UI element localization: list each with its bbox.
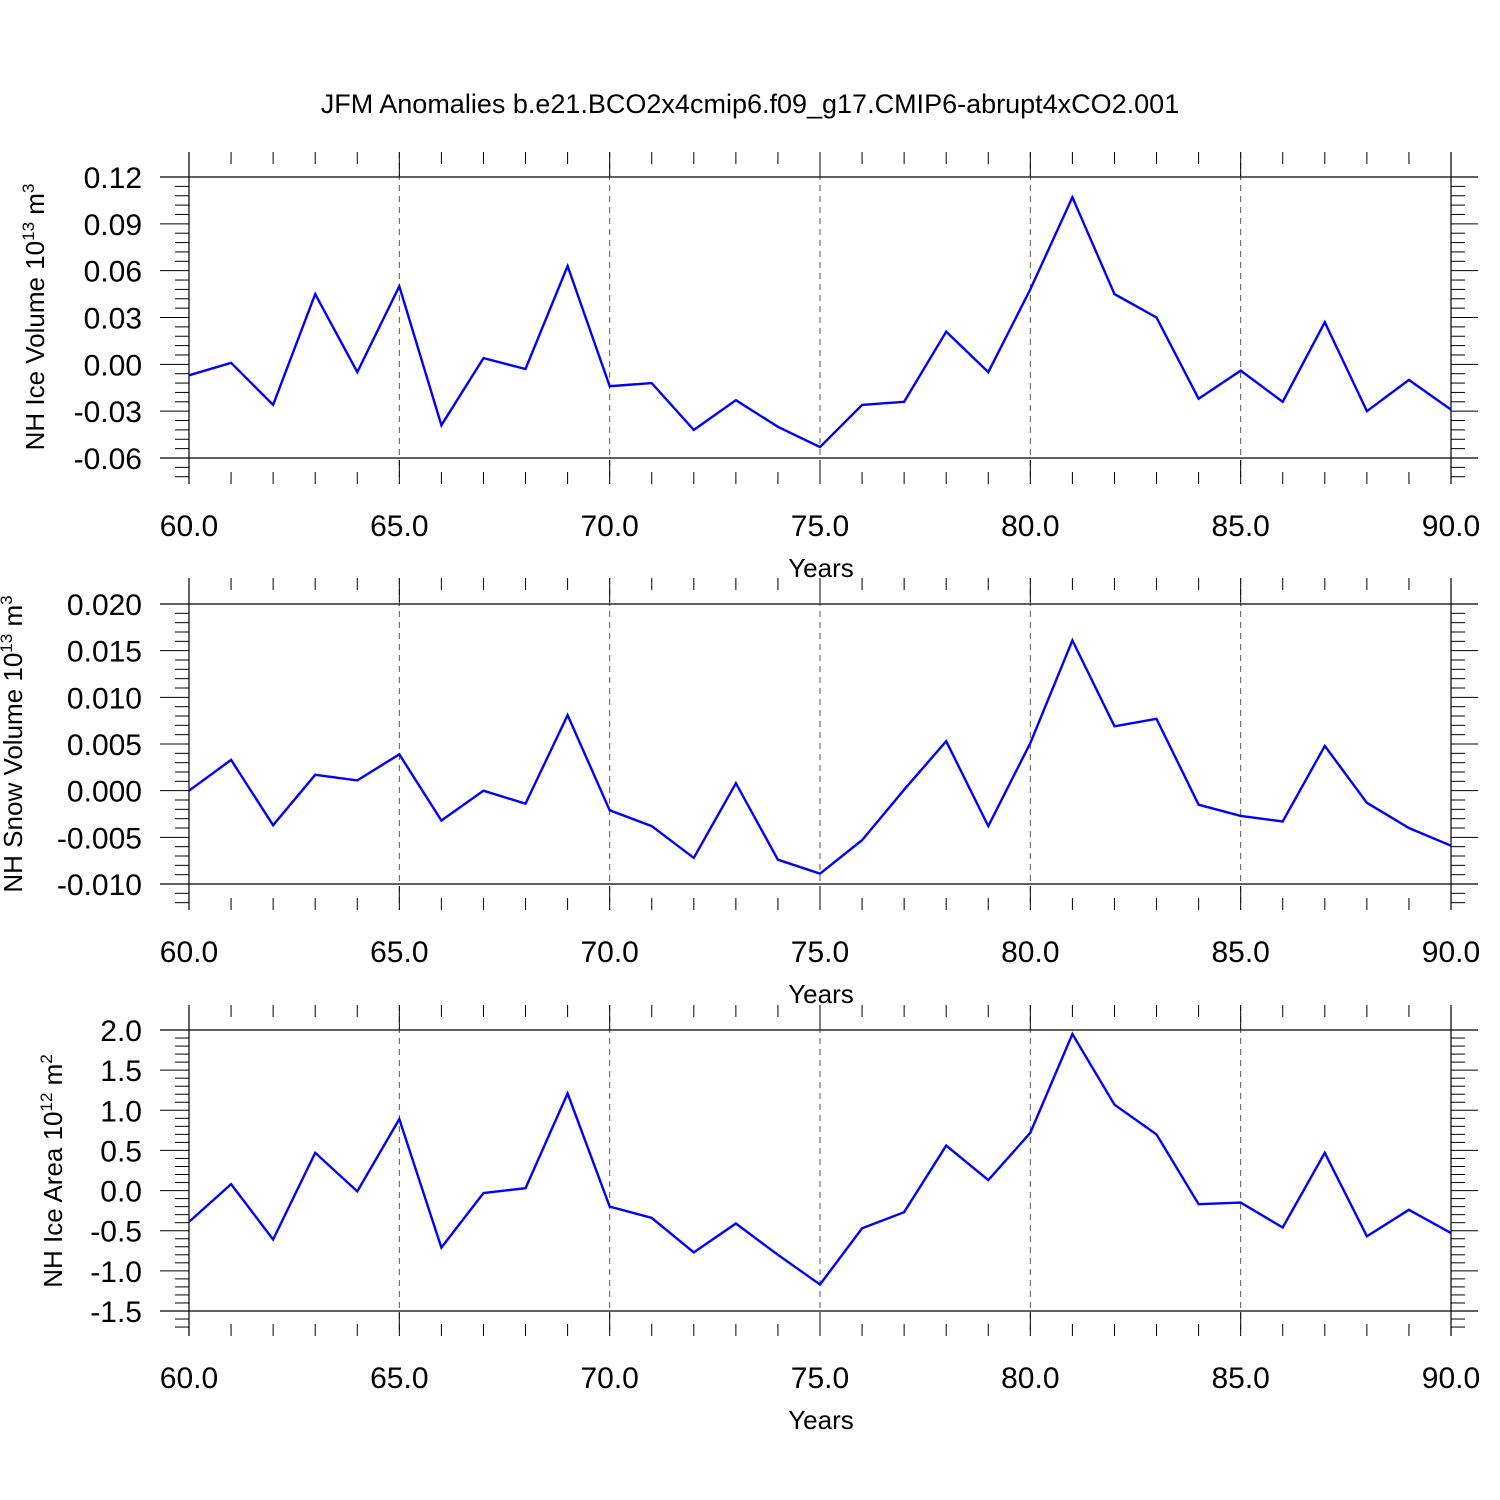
x-tick-label: 90.0 xyxy=(1422,510,1480,543)
x-axis-title: Years xyxy=(788,979,854,1009)
y-tick-label: -0.005 xyxy=(57,822,142,855)
y-tick-label: -1.5 xyxy=(90,1296,142,1329)
y-tick-label: 0.010 xyxy=(67,682,142,715)
x-tick-label: 90.0 xyxy=(1422,1362,1480,1395)
x-tick-label: 70.0 xyxy=(580,1362,638,1395)
y-tick-label: -0.010 xyxy=(57,869,142,902)
panels: 60.0 65.0 70.0 75.0 80.0 85.0 90.0 -0.06 -0.03 0.… xyxy=(0,152,1480,1435)
chart-panel-3: 60.0 65.0 70.0 75.0 80.0 85.0 90.0 -1.5 -1.0 -0.5… xyxy=(37,1005,1480,1435)
x-tick-label: 80.0 xyxy=(1001,510,1059,543)
y-tick-label: -1.0 xyxy=(90,1256,142,1289)
y-tick-label: 0.09 xyxy=(84,209,142,242)
y-tick-label: 0.12 xyxy=(84,162,142,195)
x-tick-label: 65.0 xyxy=(370,510,428,543)
y-tick-label: 0.020 xyxy=(67,589,142,622)
y-tick-label: -0.06 xyxy=(74,443,142,476)
x-tick-label: 85.0 xyxy=(1211,510,1269,543)
x-tick-label: 60.0 xyxy=(160,510,218,543)
chart-panel-2: 60.0 65.0 70.0 75.0 80.0 85.0 90.0 -0.010 -0.005… xyxy=(0,578,1480,1009)
x-tick-label: 65.0 xyxy=(370,936,428,969)
y-axis-title: NH Ice Area 1012 m2 xyxy=(37,1054,68,1288)
x-tick-label: 75.0 xyxy=(791,510,849,543)
x-axis-title: Years xyxy=(788,1405,854,1435)
x-tick-label: 70.0 xyxy=(580,510,638,543)
y-axis-title: NH Snow Volume 1013 m3 xyxy=(0,595,28,892)
y-tick-label: 0.03 xyxy=(84,303,142,336)
x-tick-label: 80.0 xyxy=(1001,1362,1059,1395)
y-tick-label: 0.00 xyxy=(84,349,142,382)
x-tick-label: 60.0 xyxy=(160,936,218,969)
y-tick-label: -0.03 xyxy=(74,396,142,429)
x-tick-label: 80.0 xyxy=(1001,936,1059,969)
y-tick-label: -0.5 xyxy=(90,1216,142,1249)
chart-panel-1: 60.0 65.0 70.0 75.0 80.0 85.0 90.0 -0.06 -0.03 0.… xyxy=(19,152,1480,583)
y-tick-label: 0.005 xyxy=(67,729,142,762)
x-axis-title: Years xyxy=(788,553,854,583)
x-tick-label: 85.0 xyxy=(1211,936,1269,969)
x-tick-label: 60.0 xyxy=(160,1362,218,1395)
x-tick-label: 90.0 xyxy=(1422,936,1480,969)
figure-title: JFM Anomalies b.e21.BCO2x4cmip6.f09_g17.… xyxy=(321,89,1179,119)
x-tick-label: 65.0 xyxy=(370,1362,428,1395)
y-tick-label: 0.0 xyxy=(100,1176,142,1209)
x-tick-label: 70.0 xyxy=(580,936,638,969)
y-tick-label: 1.0 xyxy=(100,1095,142,1128)
x-tick-label: 85.0 xyxy=(1211,1362,1269,1395)
y-axis-title: NH Ice Volume 1013 m3 xyxy=(19,184,50,451)
x-tick-label: 75.0 xyxy=(791,936,849,969)
y-tick-label: 0.06 xyxy=(84,256,142,289)
x-tick-label: 75.0 xyxy=(791,1362,849,1395)
y-tick-label: 2.0 xyxy=(100,1015,142,1048)
y-tick-label: 0.015 xyxy=(67,636,142,669)
y-tick-label: 0.000 xyxy=(67,776,142,809)
y-tick-label: 0.5 xyxy=(100,1135,142,1168)
y-tick-label: 1.5 xyxy=(100,1055,142,1088)
